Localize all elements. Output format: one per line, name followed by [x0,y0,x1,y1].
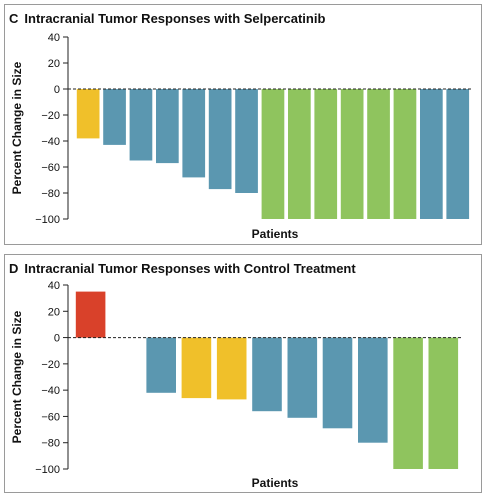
panel-c-letter: C [9,11,19,26]
panel-c-y-tick-label: −20 [41,110,60,122]
panel-c-bar [340,89,364,219]
panel-d-y-tick-label: 40 [48,280,60,292]
panel-d-title: Intracranial Tumor Responses with Contro… [24,261,356,276]
panel-c-bar [314,89,338,219]
panel-d-x-axis-title: Patients [252,476,299,490]
panel-c-bar [446,89,470,219]
panel-d-y-tick-label: −100 [35,464,60,476]
panel-d-y-tick-label: −40 [41,385,60,397]
panel-d: D Intracranial Tumor Responses with Contr… [4,254,482,493]
panel-d-bar [216,337,247,400]
panel-d-y-tick-label: −20 [41,359,60,371]
panel-d-bar [287,337,318,418]
panel-d-bar [181,337,212,399]
panel-c-y-tick-label: −100 [35,214,60,226]
panel-c-bar [393,89,417,219]
panel-c-y-tick-label: 0 [54,84,60,96]
panel-c-y-tick-label: −80 [41,188,60,200]
panel-d-y-axis-title: Percent Change in Size [10,310,24,443]
panel-c-bar [208,89,232,190]
panel-c-x-axis-title: Patients [252,227,299,241]
panel-c-y-tick-label: 40 [48,32,60,44]
panel-d-y-tick-label: 20 [48,306,60,318]
panel-c-bar [367,89,390,219]
panel-c-header: C Intracranial Tumor Responses with Selpe… [9,11,325,26]
panel-c-y-tick-label: −60 [41,162,60,174]
panel-c: C Intracranial Tumor Responses with Selpe… [4,4,482,245]
panel-c-bar [156,89,179,164]
panel-c-bar [129,89,153,161]
panel-d-bar [75,291,106,338]
panel-d-header: D Intracranial Tumor Responses with Contr… [9,261,356,276]
panel-c-y-tick-label: −40 [41,136,60,148]
panel-c-bar [182,89,206,178]
panel-c-bar [76,89,100,139]
panel-d-chart: 40 20 0 −20 −40 −60 −80 −100 Patients Percent Cha… [10,280,461,490]
panel-c-bar [235,89,258,193]
panel-d-bar [146,337,176,393]
panel-d-bar [428,337,459,469]
panel-c-bar [420,89,443,219]
panel-c-y-axis-title: Percent Change in Size [10,61,24,194]
panel-c-chart: 40 20 0 −20 −40 −60 −80 −100 Patients Percent Cha… [10,32,471,241]
panel-d-y-tick-label: 0 [54,333,60,345]
panel-c-bar [261,89,285,219]
panel-d-y-tick-label: −60 [41,411,60,423]
panel-d-y-tick-label: −80 [41,438,60,450]
panel-d-bar [393,337,423,469]
panel-c-bar [103,89,126,145]
panel-c-title: Intracranial Tumor Responses with Selper… [24,11,326,26]
panel-d-bar [322,337,353,429]
panel-d-bar [358,337,388,443]
panel-c-bar [288,89,311,219]
panel-d-bar [252,337,282,412]
panel-d-letter: D [9,261,19,276]
panel-c-y-tick-label: 20 [48,58,60,70]
